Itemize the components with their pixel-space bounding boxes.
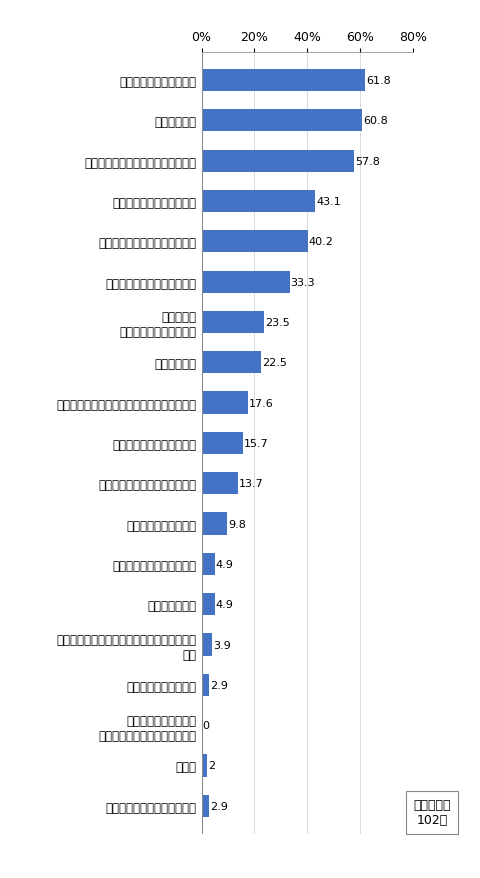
Text: 2.9: 2.9 [210,680,228,690]
Text: 9.8: 9.8 [228,519,246,529]
Bar [202,150,354,172]
Text: 60.8: 60.8 [363,116,388,126]
Bar [202,634,212,656]
Text: 2: 2 [208,760,215,771]
Bar [202,191,315,212]
Text: 2.9: 2.9 [210,801,228,811]
Bar [202,754,207,777]
Bar [202,553,215,575]
Bar [202,432,243,455]
Bar [202,674,209,696]
Bar [202,110,362,133]
Text: 57.8: 57.8 [355,156,380,167]
Text: 17.6: 17.6 [249,398,274,408]
Text: 4.9: 4.9 [216,559,233,569]
Bar [202,472,238,494]
Text: 0: 0 [203,720,210,730]
Text: 22.5: 22.5 [262,358,287,368]
Bar [202,352,261,374]
Bar [202,69,365,92]
Bar [202,513,228,535]
Text: 23.5: 23.5 [264,318,289,327]
Bar [202,594,215,615]
Bar [202,312,264,334]
Text: 61.8: 61.8 [366,76,391,86]
Text: 3.9: 3.9 [213,640,231,650]
Bar [202,231,308,253]
Bar [202,271,289,293]
Text: 43.1: 43.1 [316,197,341,206]
Text: 4.9: 4.9 [216,600,233,609]
Text: 15.7: 15.7 [244,438,269,449]
Bar [202,795,209,817]
Text: 40.2: 40.2 [309,237,334,247]
Text: 13.7: 13.7 [239,479,264,489]
Text: 回答企業数
102社: 回答企業数 102社 [413,798,451,826]
Text: 33.3: 33.3 [290,277,315,287]
Bar [202,392,248,414]
